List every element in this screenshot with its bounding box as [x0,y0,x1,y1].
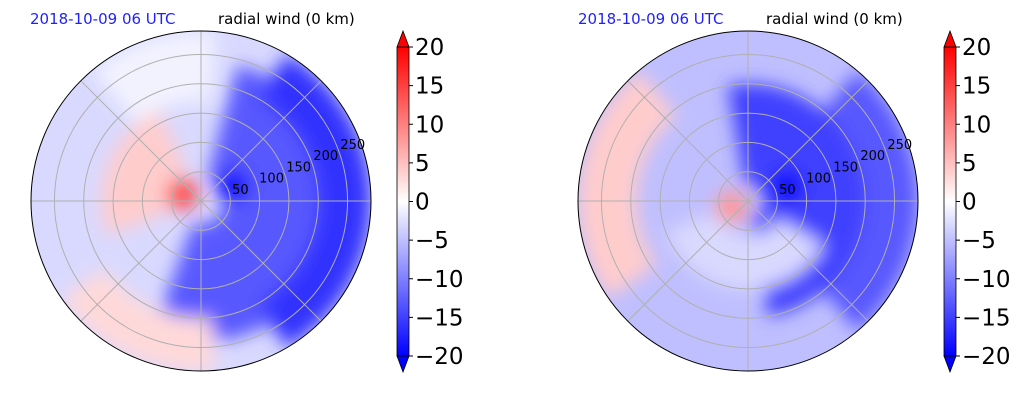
field-outer-east [259,53,371,349]
colorbar-tick-label: 0 [415,190,430,216]
field-core-max [770,170,803,204]
range-label-100: 100 [259,172,284,187]
colorbar-body [944,47,956,356]
colorbar-tick-label: −10 [962,267,1011,293]
colorbar-tick-label: −20 [962,344,1011,370]
field-sw-positive [715,190,748,224]
field-north-weak [91,31,216,125]
range-label-150: 150 [286,160,311,175]
left-colorbar: 20 15 10 5 0 −5 −10 −15 −20 [396,29,464,374]
right-colorbar: 20 15 10 5 0 −5 −10 −15 −20 [943,29,1011,374]
range-label-150: 150 [833,160,858,175]
spoke-45 [747,80,869,202]
colorbar-extend-min [943,355,957,374]
spoke-315 [747,200,869,322]
colorbar-tick-label: −5 [415,228,449,254]
colorbar-extend-max [943,29,957,48]
left-variable-title: radial wind (0 km) [218,10,355,28]
colorbar-tick-label: −5 [962,228,996,254]
colorbar-tick-label: 20 [962,35,991,61]
right-date-title: 2018-10-09 06 UTC [578,10,724,28]
left-panel: 2018-10-09 06 UTC radial wind (0 km) 501… [30,10,464,374]
spoke-135 [80,80,202,202]
colorbar-body [397,47,409,356]
spoke-225 [80,200,202,322]
field-nw-positive [101,110,187,236]
colorbar-extend-min [396,355,410,374]
spoke-225 [627,200,749,322]
range-label-200: 200 [860,149,885,164]
colorbar-tick-label: −15 [962,305,1011,331]
range-label-200: 200 [313,149,338,164]
colorbar-tick-label: −15 [415,305,464,331]
field-west-positive [578,70,677,299]
range-label-50: 50 [779,183,796,198]
colorbar-tick-label: 10 [962,112,991,138]
colorbar-tick-label: 10 [415,112,444,138]
colorbar-tick-label: −10 [415,267,464,293]
colorbar-tick-label: 15 [962,74,991,100]
colorbar-tick-label: 5 [962,151,977,177]
colorbar-tick-label: 20 [415,35,444,61]
polar-frame [30,30,372,372]
left-date-title: 2018-10-09 06 UTC [30,10,176,28]
right-panel: 2018-10-09 06 UTC radial wind (0 km) 501… [577,10,1011,374]
colorbar-extend-max [396,29,410,48]
range-label-50: 50 [232,183,249,198]
spoke-135 [627,80,749,202]
range-label-100: 100 [806,172,831,187]
colorbar-tick-label: 15 [415,74,444,100]
field-west-positive [165,177,199,211]
right-variable-title: radial wind (0 km) [766,10,903,28]
spoke-315 [200,200,322,322]
range-label-250: 250 [887,138,912,153]
polar-frame [577,30,919,372]
field-spiral-weak [665,213,825,289]
spoke-45 [200,80,322,202]
range-label-250: 250 [340,138,365,153]
colorbar-tick-label: −20 [415,344,464,370]
colorbar-tick-label: 5 [415,151,430,177]
colorbar-tick-label: 0 [962,190,977,216]
